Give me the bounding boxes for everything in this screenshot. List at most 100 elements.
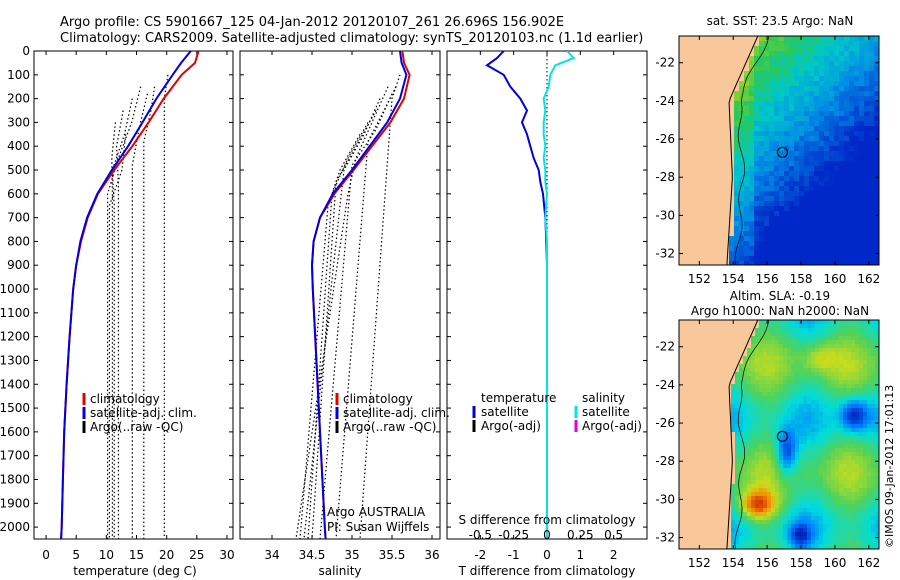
y-tick-label: -32 xyxy=(655,531,675,545)
y-tick-label: -22 xyxy=(655,340,675,354)
legend-label-climatology: climatology xyxy=(343,392,413,406)
y-tick-label: 1000 xyxy=(0,282,30,296)
x-tick-label: 34.5 xyxy=(299,548,326,562)
legend-label-argo: Argo(..raw -QC) xyxy=(343,420,436,434)
x-tick-label: -1 xyxy=(508,548,520,562)
y-tick-label: 1100 xyxy=(0,306,30,320)
legend-label-satellite-adj: satellite-adj. clim. xyxy=(343,406,450,420)
series-profile xyxy=(143,86,156,539)
y-tick-label: -26 xyxy=(655,416,675,430)
x-tick-label: 34 xyxy=(264,548,279,562)
coastline xyxy=(726,320,759,549)
x-tick-label: 35 xyxy=(344,548,359,562)
y-tick-label: 600 xyxy=(7,187,30,201)
sst-map-title: sat. SST: 23.5 Argo: NaN xyxy=(707,14,854,28)
y-tick-label: -22 xyxy=(655,56,675,70)
legend-label-temp-argo: Argo(-adj) xyxy=(481,419,541,433)
s-tick-label: 0.5 xyxy=(604,528,623,542)
x-tick-label: 25 xyxy=(189,548,204,562)
difference-top-xlabel: S difference from climatology xyxy=(459,513,636,527)
legend-label-sal-satellite: satellite xyxy=(582,405,630,419)
temperature-panel: 0100200300400500600700800900100011001200… xyxy=(0,44,235,562)
y-tick-label: 1200 xyxy=(0,330,30,344)
plot-area xyxy=(485,51,576,539)
y-tick-label: 500 xyxy=(7,163,30,177)
series-profile xyxy=(335,86,397,539)
series-profile xyxy=(359,74,401,539)
series-profile xyxy=(111,122,116,539)
x-tick-label: 1 xyxy=(577,548,585,562)
y-tick-label: 1500 xyxy=(0,401,30,415)
difference-legend: temperature salinity satellite Argo(-adj… xyxy=(472,391,642,433)
x-tick-label: 0 xyxy=(42,548,50,562)
difference-panel: -2 -1 0 1 2 -0.5 -0.25 0 0.25 0.5 xyxy=(446,50,648,562)
y-tick-label: 1800 xyxy=(0,472,30,486)
x-tick-label: 2 xyxy=(610,548,618,562)
series-profile xyxy=(319,93,393,539)
temperature-legend: climatology satellite-adj. clim. Argo(..… xyxy=(82,392,197,434)
x-tick-label: -2 xyxy=(474,548,486,562)
salinity-xlabel: salinity xyxy=(318,564,361,578)
y-tick-label: 200 xyxy=(7,92,30,106)
salinity-annotation-1: Argo AUSTRALIA xyxy=(327,505,426,519)
map-area xyxy=(679,320,879,549)
s-tick-label: -0.25 xyxy=(498,528,529,542)
y-tick-label: 1700 xyxy=(0,449,30,463)
y-tick-label: 900 xyxy=(7,258,30,272)
s-tick-label: 0 xyxy=(543,528,551,542)
y-tick-label: 400 xyxy=(7,139,30,153)
series-profile xyxy=(106,86,142,539)
series-profile xyxy=(299,134,361,539)
x-tick-label: 35.5 xyxy=(379,548,406,562)
salinity-annotation-2: PI: Susan Wijffels xyxy=(327,520,429,534)
x-tick-label: 160 xyxy=(823,556,846,570)
x-tick-label: 156 xyxy=(756,272,779,286)
y-tick-label: -28 xyxy=(655,454,675,468)
legend-label-argo: Argo(..raw -QC) xyxy=(90,420,183,434)
x-tick-label: 158 xyxy=(790,272,813,286)
series-satellite-adj-clim- xyxy=(310,51,408,539)
x-tick-label: 158 xyxy=(790,556,813,570)
y-tick-label: -30 xyxy=(655,492,675,506)
legend-label-satellite-adj: satellite-adj. clim. xyxy=(90,406,197,420)
legend-title-salinity: salinity xyxy=(582,391,625,405)
y-tick-label: 1400 xyxy=(0,377,30,391)
title-line-2: Climatology: CARS2009. Satellite-adjuste… xyxy=(60,31,643,46)
y-tick-label: 1900 xyxy=(0,496,30,510)
x-tick-label: 156 xyxy=(756,556,779,570)
y-tick-label: -24 xyxy=(655,94,675,108)
legend-label-sal-argo: Argo(-adj) xyxy=(582,419,642,433)
y-tick-label: -32 xyxy=(655,247,675,261)
x-tick-label: 154 xyxy=(722,556,745,570)
salinity-legend: climatology satellite-adj. clim. Argo(..… xyxy=(335,392,450,434)
y-tick-label: 300 xyxy=(7,115,30,129)
sla-map-title-2: Argo h1000: NaN h2000: NaN xyxy=(691,304,869,318)
series-satellite-adj-clim- xyxy=(60,51,192,539)
sla-map: 152 154 156 158 160 162 -22 -24 -26 -28 -30 -32 xyxy=(655,319,880,570)
series-profile xyxy=(303,98,381,539)
argo-position-marker xyxy=(776,146,789,158)
map-area xyxy=(679,36,879,265)
coastline xyxy=(726,36,759,265)
isobath xyxy=(734,36,770,265)
title-line-1: Argo profile: CS 5901667_125 04-Jan-2012… xyxy=(60,15,564,30)
x-tick-label: 154 xyxy=(722,272,745,286)
argo-position-marker xyxy=(776,430,789,442)
series-profile xyxy=(307,122,369,539)
y-tick-label: -28 xyxy=(655,170,675,184)
y-tick-label: 1600 xyxy=(0,425,30,439)
series-profile xyxy=(311,110,377,539)
y-tick-label: 800 xyxy=(7,234,30,248)
y-tick-label: 700 xyxy=(7,211,30,225)
x-tick-label: 162 xyxy=(857,272,880,286)
y-tick-label: -24 xyxy=(655,378,675,392)
x-tick-label: 15 xyxy=(129,548,144,562)
salinity-panel: 34 34.5 35 35.5 36 xyxy=(239,50,441,562)
map-frame xyxy=(678,35,880,266)
x-tick-label: 160 xyxy=(823,272,846,286)
y-tick-label: -26 xyxy=(655,132,675,146)
x-tick-label: 152 xyxy=(688,272,711,286)
temperature-xlabel: temperature (deg C) xyxy=(73,564,196,578)
sla-map-title-1: Altim. SLA: -0.19 xyxy=(730,289,830,303)
